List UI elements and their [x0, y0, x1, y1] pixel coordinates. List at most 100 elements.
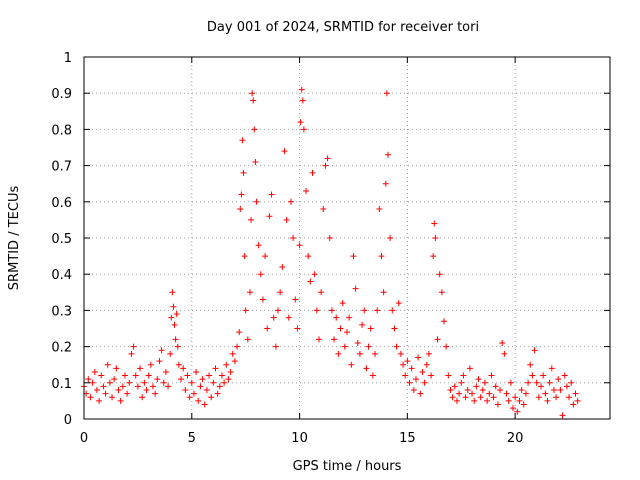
data-point [255, 242, 262, 249]
data-point [400, 361, 407, 368]
data-point [570, 401, 577, 408]
data-point [147, 361, 154, 368]
data-point [499, 339, 506, 346]
data-point [525, 379, 532, 386]
data-point [328, 307, 335, 314]
data-point [359, 321, 366, 328]
data-point [244, 336, 251, 343]
data-point [270, 314, 277, 321]
data-point [423, 361, 430, 368]
data-point [415, 354, 422, 361]
data-point [475, 376, 482, 383]
data-point [250, 97, 257, 104]
data-point [227, 368, 234, 375]
data-point [309, 169, 316, 176]
data-point [395, 300, 402, 307]
data-point [324, 155, 331, 162]
data-point [341, 343, 348, 350]
data-point [111, 376, 118, 383]
data-point [170, 303, 177, 310]
x-tick-label: 15 [399, 431, 416, 446]
data-point [445, 372, 452, 379]
data-point [300, 126, 307, 133]
data-point [384, 151, 391, 158]
data-point [408, 365, 415, 372]
data-point [214, 390, 221, 397]
data-point [264, 325, 271, 332]
data-point [234, 343, 241, 350]
data-point [436, 271, 443, 278]
data-point [139, 394, 146, 401]
data-point [186, 394, 193, 401]
data-point [225, 376, 232, 383]
data-point [456, 390, 463, 397]
data-point [434, 336, 441, 343]
data-point [479, 387, 486, 394]
data-point [404, 358, 411, 365]
data-point [169, 289, 176, 296]
data-point [462, 394, 469, 401]
data-point [115, 387, 122, 394]
data-point [96, 397, 103, 404]
y-tick-label: 0.7 [51, 160, 72, 175]
data-point [574, 397, 581, 404]
data-point [257, 271, 264, 278]
data-point [259, 296, 266, 303]
ticks-layer: 0 5 10 15 20 0 0.1 0.2 0.3 0.4 0.5 0.6 0.7 0.8 0.9 1 [51, 51, 610, 446]
data-point [174, 343, 181, 350]
data-point [518, 387, 525, 394]
data-point [239, 137, 246, 144]
data-point [109, 394, 116, 401]
data-point [522, 390, 529, 397]
data-point [203, 387, 210, 394]
data-point [193, 368, 200, 375]
data-point [171, 321, 178, 328]
data-point [275, 307, 282, 314]
data-point [240, 169, 247, 176]
data-point [410, 387, 417, 394]
data-point [126, 379, 133, 386]
data-point [481, 379, 488, 386]
data-point [572, 390, 579, 397]
data-point [253, 198, 260, 205]
data-point [438, 289, 445, 296]
data-point [331, 336, 338, 343]
data-point [326, 235, 333, 241]
data-point [529, 372, 536, 379]
data-point [449, 394, 456, 401]
y-tick-label: 0.8 [51, 123, 72, 138]
data-point [318, 289, 325, 296]
data-point [117, 397, 124, 404]
data-point [160, 379, 167, 386]
data-point [246, 289, 253, 296]
data-point [346, 314, 353, 321]
data-point [380, 289, 387, 296]
data-point [285, 314, 292, 321]
data-point [387, 235, 394, 241]
data-point [514, 408, 521, 415]
data-point [406, 379, 413, 386]
data-point [216, 383, 223, 390]
data-point [512, 394, 519, 401]
data-point [201, 401, 208, 408]
data-point [505, 397, 512, 404]
data-point [195, 397, 202, 404]
data-point [557, 387, 564, 394]
data-point [93, 387, 100, 394]
data-point [315, 336, 322, 343]
data-point [374, 307, 381, 314]
y-tick-label: 0.9 [51, 87, 72, 102]
grid-layer [84, 57, 610, 419]
data-point [350, 253, 357, 260]
data-point [175, 361, 182, 368]
data-point [391, 325, 398, 332]
data-point [419, 368, 426, 375]
data-point [542, 390, 549, 397]
data-point [473, 383, 480, 390]
data-point [389, 307, 396, 314]
data-point [538, 383, 545, 390]
data-point [85, 376, 92, 383]
data-point [119, 383, 126, 390]
data-point [563, 383, 570, 390]
data-point [320, 206, 327, 213]
